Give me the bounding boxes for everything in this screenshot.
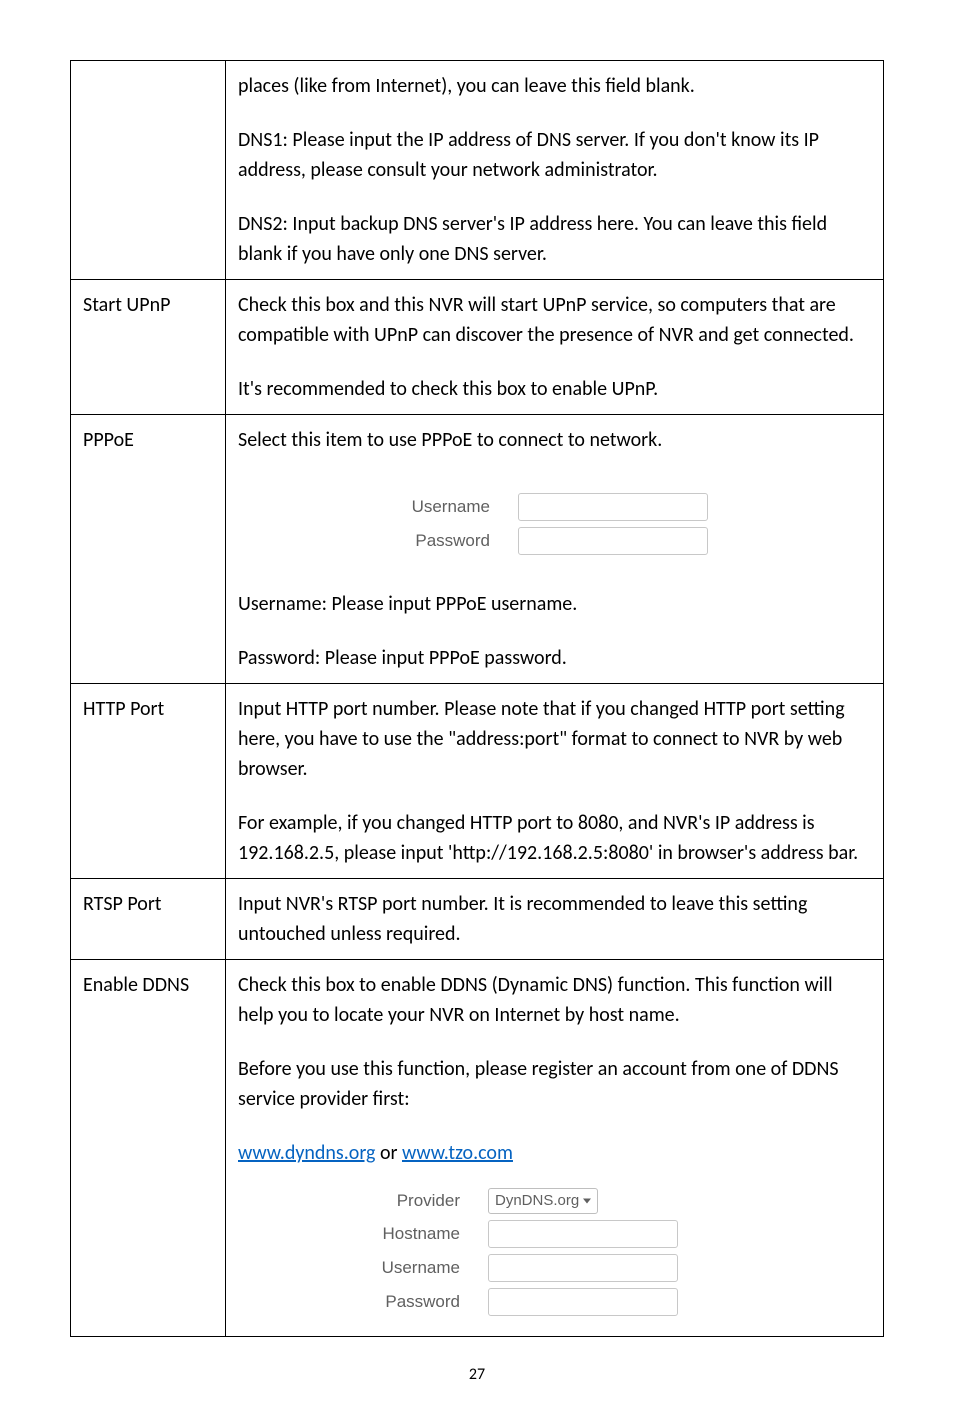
tzo-link[interactable]: www.tzo.com	[402, 1141, 513, 1165]
form-row-password: Password	[338, 527, 871, 555]
provider-label: Provider	[308, 1188, 488, 1214]
row-label: HTTP Port	[71, 684, 226, 879]
row-label-empty	[71, 61, 226, 280]
ddns-links: www.dyndns.org or www.tzo.com	[238, 1138, 871, 1168]
table-row: RTSP Port Input NVR's RTSP port number. …	[71, 879, 884, 960]
paragraph: Username: Please input PPPoE username.	[238, 589, 871, 619]
paragraph: It's recommended to check this box to en…	[238, 374, 871, 404]
ddns-username-input[interactable]	[488, 1254, 678, 1282]
paragraph: Check this box to enable DDNS (Dynamic D…	[238, 970, 871, 1030]
table-row: Start UPnP Check this box and this NVR w…	[71, 280, 884, 415]
row-content: Input HTTP port number. Please note that…	[226, 684, 884, 879]
paragraph: Password: Please input PPPoE password.	[238, 643, 871, 673]
hostname-label: Hostname	[308, 1221, 488, 1247]
password-label: Password	[338, 528, 518, 554]
paragraph: DNS2: Input backup DNS server's IP addre…	[238, 209, 871, 269]
table-row: PPPoE Select this item to use PPPoE to c…	[71, 415, 884, 684]
paragraph: Input NVR's RTSP port number. It is reco…	[238, 889, 871, 949]
pppoe-username-input[interactable]	[518, 493, 708, 521]
form-row-password: Password	[308, 1288, 871, 1316]
form-row-username: Username	[338, 493, 871, 521]
paragraph: DNS1: Please input the IP address of DNS…	[238, 125, 871, 185]
row-content: Check this box and this NVR will start U…	[226, 280, 884, 415]
form-row-hostname: Hostname	[308, 1220, 871, 1248]
row-label: Start UPnP	[71, 280, 226, 415]
password-label: Password	[308, 1289, 488, 1315]
table-row: places (like from Internet), you can lea…	[71, 61, 884, 280]
form-row-provider: Provider DynDNS.org	[308, 1188, 871, 1214]
form-row-username: Username	[308, 1254, 871, 1282]
ddns-password-input[interactable]	[488, 1288, 678, 1316]
pppoe-form: Username Password	[238, 479, 871, 569]
dyndns-link[interactable]: www.dyndns.org	[238, 1141, 375, 1165]
row-content: Check this box to enable DDNS (Dynamic D…	[226, 960, 884, 1337]
settings-table: places (like from Internet), you can lea…	[70, 60, 884, 1337]
paragraph: Select this item to use PPPoE to connect…	[238, 425, 871, 455]
link-separator: or	[375, 1141, 402, 1165]
paragraph: For example, if you changed HTTP port to…	[238, 808, 871, 868]
row-label: RTSP Port	[71, 879, 226, 960]
table-row: HTTP Port Input HTTP port number. Please…	[71, 684, 884, 879]
row-content: places (like from Internet), you can lea…	[226, 61, 884, 280]
ddns-form: Provider DynDNS.org Hostname Username Pa…	[238, 1178, 871, 1326]
pppoe-password-input[interactable]	[518, 527, 708, 555]
row-content: Select this item to use PPPoE to connect…	[226, 415, 884, 684]
table-row: Enable DDNS Check this box to enable DDN…	[71, 960, 884, 1337]
paragraph: Before you use this function, please reg…	[238, 1054, 871, 1114]
username-label: Username	[308, 1255, 488, 1281]
paragraph: Check this box and this NVR will start U…	[238, 290, 871, 350]
paragraph: places (like from Internet), you can lea…	[238, 71, 871, 101]
provider-select[interactable]: DynDNS.org	[488, 1188, 598, 1214]
row-content: Input NVR's RTSP port number. It is reco…	[226, 879, 884, 960]
username-label: Username	[338, 494, 518, 520]
chevron-down-icon	[583, 1199, 591, 1204]
page-number: 27	[70, 1365, 884, 1384]
provider-value: DynDNS.org	[495, 1190, 579, 1213]
row-label: Enable DDNS	[71, 960, 226, 1337]
row-label: PPPoE	[71, 415, 226, 684]
ddns-hostname-input[interactable]	[488, 1220, 678, 1248]
paragraph: Input HTTP port number. Please note that…	[238, 694, 871, 784]
